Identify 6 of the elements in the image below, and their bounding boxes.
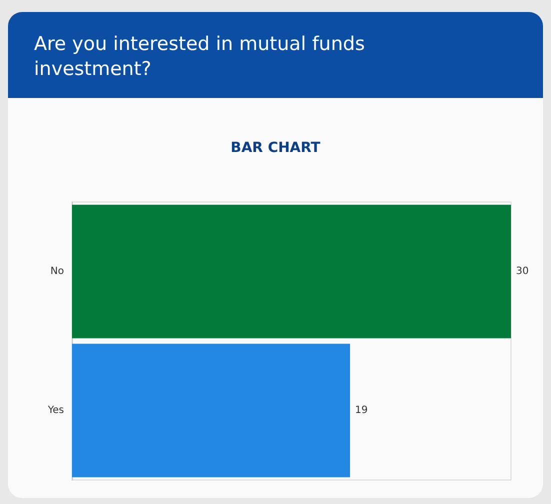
data-label: 30 xyxy=(516,266,529,277)
chart-subtitle: BAR CHART xyxy=(230,140,321,156)
y-tick-label: Yes xyxy=(46,405,64,416)
y-tick-label: No xyxy=(50,266,64,277)
data-label: 19 xyxy=(355,405,368,416)
chart-title: Are you interested in mutual funds investment? xyxy=(8,12,543,98)
